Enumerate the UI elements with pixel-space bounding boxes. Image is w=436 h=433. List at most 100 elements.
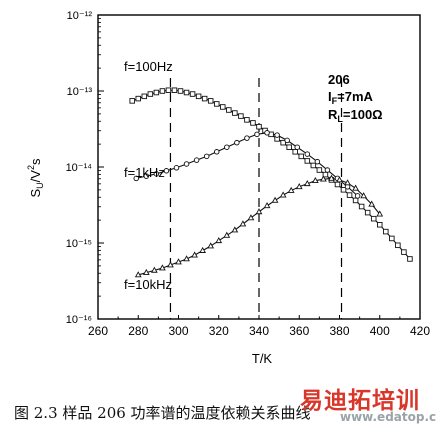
data-point xyxy=(163,168,170,174)
data-point xyxy=(286,144,292,150)
x-tick-label: 260 xyxy=(88,324,108,338)
data-point xyxy=(304,158,311,164)
y-axis-ticks: 10⁻¹² 10⁻¹³ 10⁻¹⁴ 10⁻¹⁵ 10⁻¹⁶ xyxy=(66,10,104,326)
x-tick-label: 300 xyxy=(168,324,188,338)
data-point xyxy=(364,209,371,216)
data-point xyxy=(340,187,347,193)
data-point xyxy=(183,89,190,96)
data-point xyxy=(195,93,202,100)
data-point xyxy=(311,176,319,184)
data-point xyxy=(401,249,407,255)
data-point xyxy=(191,251,198,258)
annotation-rl: RL=100Ω xyxy=(328,107,383,124)
data-point xyxy=(324,167,331,173)
data-point xyxy=(368,200,376,207)
series-line xyxy=(136,132,358,197)
data-point xyxy=(224,144,230,150)
data-point xyxy=(316,167,323,173)
data-point xyxy=(193,157,200,163)
data-point xyxy=(150,266,158,273)
data-point xyxy=(377,222,383,228)
data-point xyxy=(223,231,231,238)
x-tick-label: 360 xyxy=(289,324,309,338)
data-point xyxy=(153,89,160,96)
data-point xyxy=(358,203,365,210)
data-point xyxy=(147,91,154,97)
data-point xyxy=(284,137,290,144)
data-point xyxy=(213,149,220,155)
data-point xyxy=(159,264,166,271)
data-point xyxy=(247,214,255,221)
data-point xyxy=(232,110,238,116)
y-axis-label: SU/V2s xyxy=(26,158,45,197)
data-point xyxy=(201,95,208,102)
data-point xyxy=(255,208,263,215)
data-point xyxy=(395,242,401,249)
data-point xyxy=(215,236,223,244)
watermark-logo: 易迪拓培训 www.edatop.com xyxy=(300,381,436,431)
data-point xyxy=(141,93,148,100)
data-point xyxy=(279,191,287,198)
data-point xyxy=(376,210,384,217)
data-point xyxy=(336,176,343,183)
data-point xyxy=(352,197,359,204)
data-point xyxy=(320,175,327,182)
data-point xyxy=(220,104,226,110)
data-point xyxy=(133,175,139,182)
data-point xyxy=(280,139,286,146)
data-point xyxy=(177,88,184,94)
data-point xyxy=(142,268,150,275)
reference-vlines xyxy=(169,78,343,319)
data-point xyxy=(271,196,279,203)
data-point xyxy=(231,226,239,233)
data-point xyxy=(226,107,232,113)
data-point xyxy=(234,139,240,146)
data-point xyxy=(303,179,311,187)
watermark-url: www.edatop.com xyxy=(340,410,436,424)
data-point xyxy=(274,132,280,138)
data-point xyxy=(383,228,389,235)
data-point xyxy=(354,193,361,199)
annotation-if: IF=7mA xyxy=(328,89,374,106)
x-tick-label: 420 xyxy=(410,324,430,338)
data-point xyxy=(167,261,174,268)
data-point xyxy=(159,88,166,94)
data-point xyxy=(346,192,353,198)
data-point xyxy=(256,123,262,130)
data-point xyxy=(370,215,377,222)
data-point xyxy=(322,171,329,178)
data-point xyxy=(171,87,178,93)
data-point xyxy=(134,271,142,278)
data-point xyxy=(153,171,160,177)
series-markers xyxy=(129,87,413,278)
data-point xyxy=(199,246,207,253)
x-tick-label: 320 xyxy=(209,324,229,338)
data-point xyxy=(287,186,295,193)
y-tick-label: 10⁻¹³ xyxy=(67,86,93,98)
data-point xyxy=(165,87,172,93)
data-point xyxy=(207,98,214,104)
figure-caption: 图 2.3 样品 206 功率谱的温度依赖关系曲线 xyxy=(14,404,311,422)
data-point xyxy=(304,151,311,157)
series-label-100hz: f=100Hz xyxy=(124,59,173,74)
data-point xyxy=(292,149,298,155)
chart-area: 260 280 300 320 340 360 380 400 420 10⁻¹²10⁻¹³10… xyxy=(26,10,430,366)
y-tick-label: 10⁻¹⁵ xyxy=(66,238,92,250)
data-point xyxy=(334,181,341,188)
data-point xyxy=(310,162,317,169)
y-tick-label: 10⁻¹² xyxy=(67,10,93,22)
x-axis-label: T/K xyxy=(252,351,273,366)
data-point xyxy=(239,220,247,227)
data-point xyxy=(213,101,220,107)
data-point xyxy=(207,242,215,249)
data-point xyxy=(183,161,190,167)
data-point xyxy=(143,173,150,179)
x-tick-label: 340 xyxy=(249,324,269,338)
data-point xyxy=(244,135,250,141)
data-point xyxy=(352,184,359,191)
data-point xyxy=(175,258,182,265)
data-point xyxy=(189,91,196,97)
data-point xyxy=(203,153,210,160)
x-tick-label: 380 xyxy=(329,324,349,338)
data-point xyxy=(298,153,305,160)
